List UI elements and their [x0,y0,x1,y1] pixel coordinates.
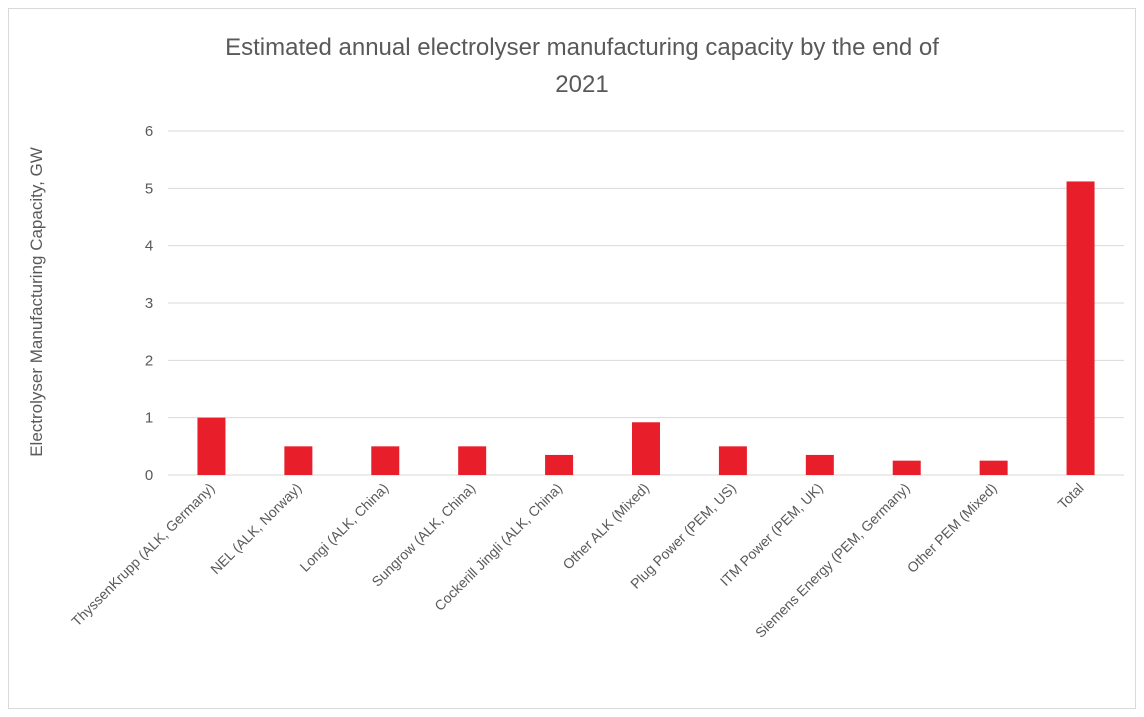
x-category-label: Siemens Energy (PEM, Germany) [752,480,913,641]
bar [1066,181,1095,475]
chart-title-line-1: Estimated annual electrolyser manufactur… [225,34,939,61]
x-category-label: Other PEM (Mixed) [904,480,1000,576]
bar [197,417,226,475]
bar [632,422,660,475]
category-labels: ThyssenKrupp (ALK, Germany)NEL (ALK, Nor… [68,480,1087,641]
bar [718,446,747,475]
bar [805,454,834,475]
bar [371,446,400,475]
y-tick-label: 4 [145,238,153,255]
bar [284,446,313,475]
y-tick-label: 3 [145,295,153,312]
bar [892,460,921,475]
x-category-label: ThyssenKrupp (ALK, Germany) [68,480,217,629]
x-category-label: NEL (ALK, Norway) [207,480,304,577]
bar [458,446,487,475]
y-tick-label: 5 [145,180,153,197]
y-tick-label: 2 [145,352,153,369]
chart-title-line-2: 2021 [555,71,608,98]
y-tick-labels: 0 1 2 3 4 5 6 [145,123,153,484]
y-tick-label: 6 [145,123,153,140]
x-category-label: Other ALK (Mixed) [559,480,652,573]
bar [979,460,1008,475]
chart-frame [8,8,1136,709]
x-category-label: Total [1054,480,1086,512]
y-tick-label: 0 [145,467,153,484]
x-category-label: Longi (ALK, China) [296,480,391,575]
bars [197,181,1095,475]
bar [545,454,574,475]
y-axis-label: Electrolyser Manufacturing Capacity, GW [27,147,46,457]
y-tick-label: 1 [145,410,153,427]
gridlines [168,130,1124,476]
